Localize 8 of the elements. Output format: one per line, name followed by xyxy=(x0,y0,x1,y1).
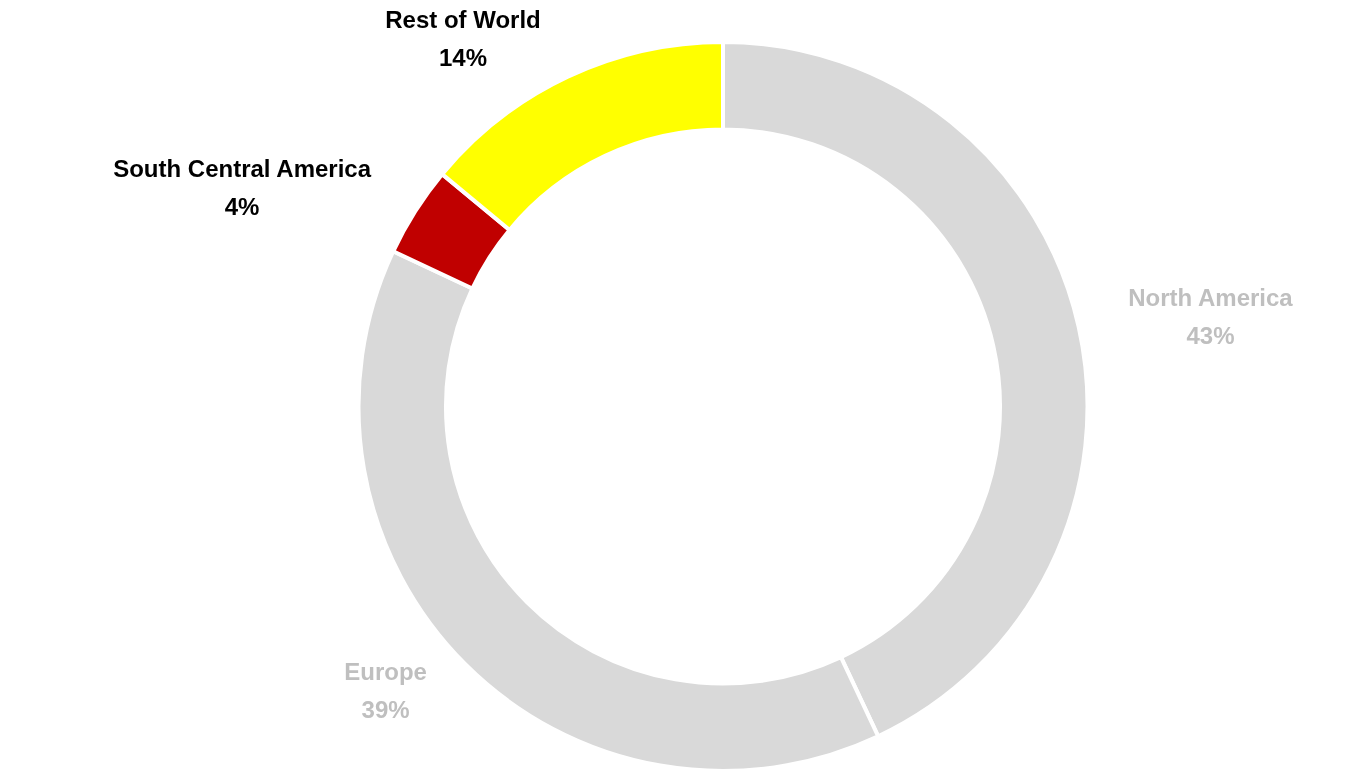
slice-label: North America xyxy=(1128,283,1294,311)
slice-label: Europe xyxy=(344,658,427,686)
data-label: 14% xyxy=(438,44,488,72)
slice-label: South Central America xyxy=(113,155,372,183)
slice-label: Rest of World xyxy=(385,6,541,34)
data-label: 39% xyxy=(361,696,410,724)
data-label: 4% xyxy=(224,193,260,221)
data-label: 43% xyxy=(1186,321,1235,349)
